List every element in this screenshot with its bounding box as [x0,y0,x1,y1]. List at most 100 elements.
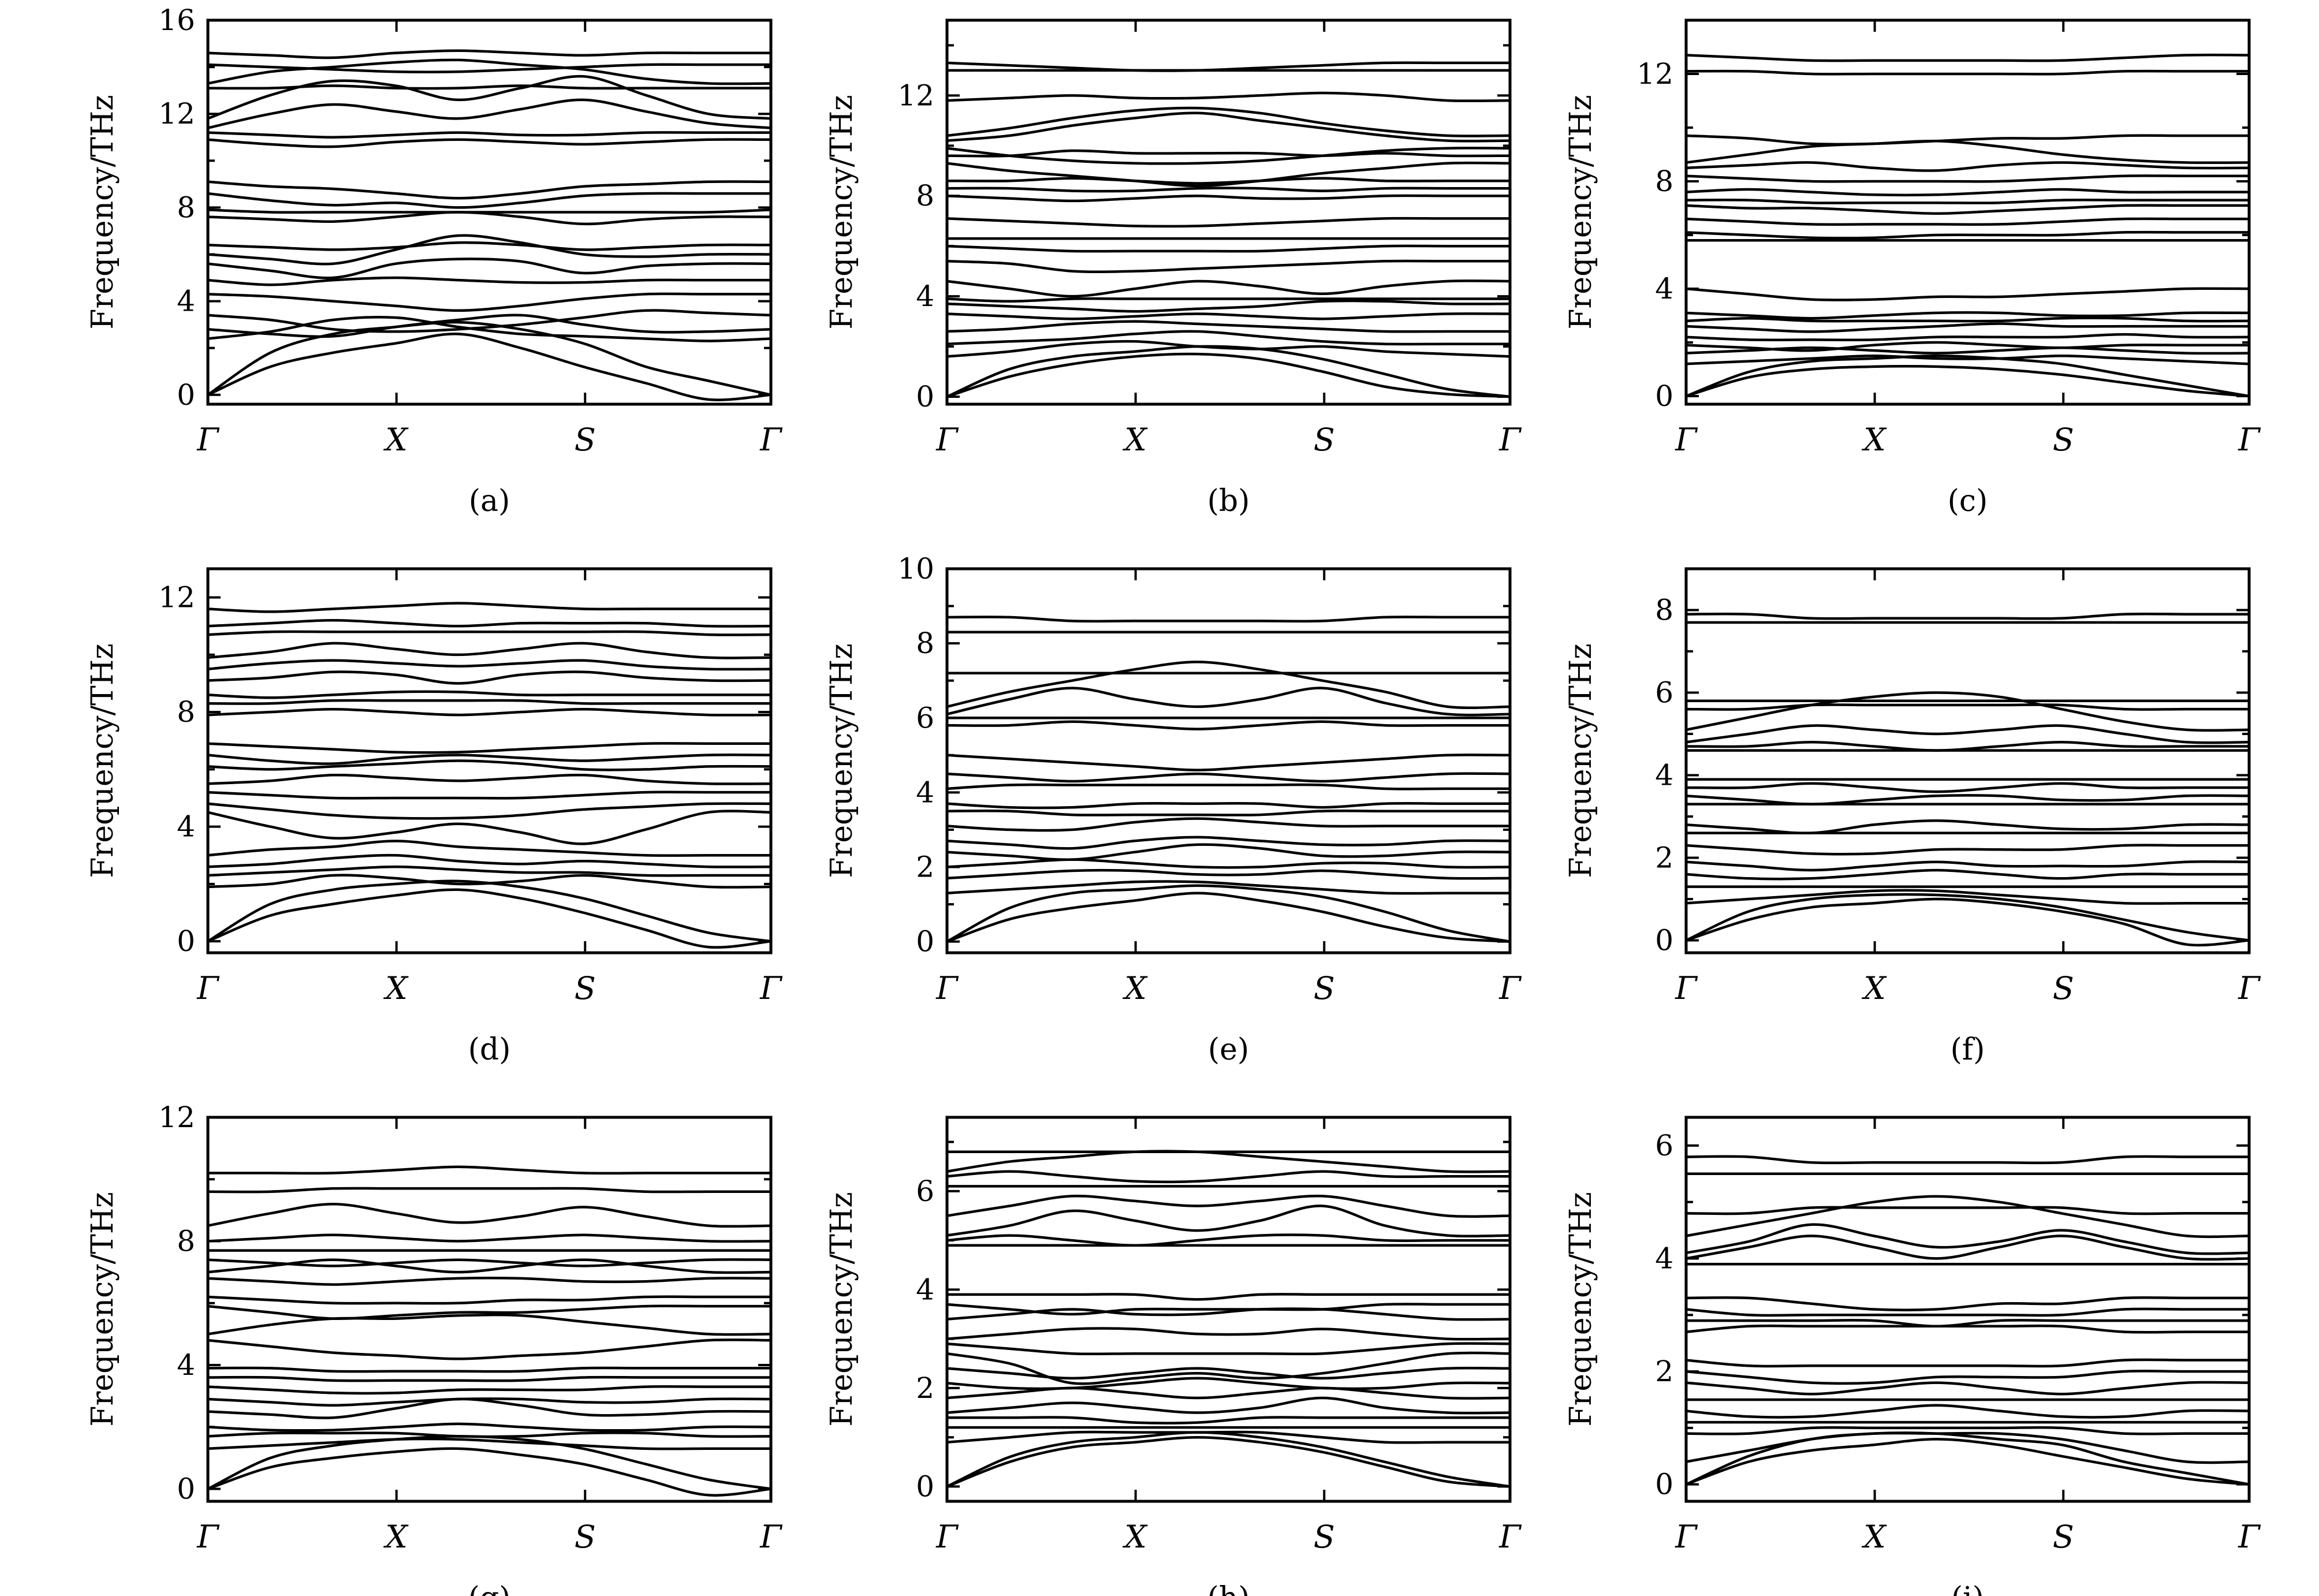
band-line-8 [947,817,1510,832]
y-axis-label: Frequency/THz [85,95,120,329]
band-line-4 [947,330,1510,346]
band-line-5 [208,309,771,333]
plot-frame [945,1116,1512,1503]
y-tick-label: 0 [177,1472,195,1506]
x-tick-label: X [1122,970,1148,1006]
band-line-2 [208,320,771,397]
band-line-4 [947,868,1510,880]
y-tick-label: 6 [1655,676,1673,710]
band-line-18 [1686,1195,2249,1239]
band-line-12 [208,208,771,214]
y-tick-label: 4 [916,1273,934,1306]
band-line-17 [1686,691,2249,732]
panel-caption: (f) [1951,1032,1985,1067]
panel-a: 0 4 8 12 16 Γ X S Γ Frequency/THz (a) [85,3,783,519]
y-tick-label: 4 [1655,759,1673,792]
y-tick-label: 8 [177,695,195,729]
panel-f: 0 2 4 6 8 Γ X S Γ Frequency/THz (f) [1564,567,2261,1067]
x-tick-label: S [2053,1519,2074,1555]
band-line-11 [208,1338,771,1360]
band-line-8 [208,1385,771,1395]
band-line-21 [208,63,771,73]
band-line-5 [1686,341,2249,352]
plot-frame [945,567,1512,954]
band-line-11 [947,244,1510,253]
band-line-3 [947,880,1510,895]
band-line-22 [208,1165,771,1175]
y-tick-label: 6 [916,701,934,734]
x-tick-label: Γ [759,970,783,1006]
plot-frame [1684,567,2251,954]
band-line-17 [1686,174,2249,183]
band-line-13 [1686,217,2249,226]
band-line-6 [947,843,1510,861]
band-line-15 [1686,741,2249,752]
band-line-4 [208,314,771,338]
band-line-17 [947,161,1510,188]
x-tick-label: Γ [759,422,783,458]
band-line-7 [1686,844,2249,856]
x-tick-label: Γ [759,1519,783,1555]
x-tick-label: Γ [1498,422,1522,458]
y-tick-label: 10 [897,552,934,586]
x-tick-label: Γ [2238,1519,2261,1555]
y-tick-label: 4 [177,1348,195,1382]
band-line-14 [1686,1296,2249,1311]
y-axis-label: Frequency/THz [1564,643,1598,878]
band-line-13 [208,1304,771,1320]
y-axis-label: Frequency/THz [825,1192,859,1426]
band-line-22 [208,49,771,59]
band-line-16 [1686,1235,2249,1261]
band-line-6 [1686,1404,2249,1419]
band-line-10 [947,802,1510,810]
y-tick-label: 0 [1655,1468,1673,1501]
band-lines [947,61,1510,398]
band-line-1 [208,333,771,401]
band-line-16 [947,177,1510,185]
band-line-18 [208,659,771,671]
band-line-21 [1686,69,2249,76]
band-lines [1686,53,2249,398]
x-tick-label: S [575,422,596,458]
band-line-6 [208,1397,771,1419]
band-line-16 [208,690,771,699]
band-line-21 [947,1170,1510,1184]
band-line-2 [947,884,1510,943]
y-axis-label: Frequency/THz [85,643,120,878]
panel-c: 0 4 8 12 Γ X S Γ Frequency/THz (c) [1564,18,2261,519]
band-line-15 [947,1293,1510,1301]
x-tick-label: S [1314,422,1335,458]
plot-frame [945,18,1512,406]
y-tick-label: 8 [916,627,934,660]
band-line-3 [208,1437,771,1450]
band-line-7 [947,836,1510,850]
y-tick-label: 6 [916,1174,934,1208]
band-line-6 [208,292,771,312]
panel-e: 0 2 4 6 8 10 Γ X S Γ Frequency/THz (e) [825,552,1522,1067]
panel-caption: (h) [1207,1581,1250,1596]
band-line-6 [1686,860,2249,872]
band-line-5 [947,320,1510,333]
band-line-10 [1686,287,2249,301]
y-tick-label: 12 [158,581,195,614]
band-line-21 [208,1187,771,1194]
band-line-3 [1686,1431,2249,1464]
x-tick-label: X [1861,970,1887,1006]
y-tick-label: 0 [177,378,195,412]
band-line-13 [947,754,1510,771]
y-tick-label: 0 [916,1470,934,1503]
band-line-22 [208,602,771,613]
band-line-17 [947,1233,1510,1247]
band-line-13 [208,742,771,754]
band-line-19 [208,642,771,659]
band-line-20 [1686,134,2249,146]
band-line-1 [947,892,1510,943]
band-line-2 [1686,355,2249,398]
band-line-22 [947,1150,1510,1173]
band-line-15 [1686,198,2249,204]
band-line-24 [947,61,1510,72]
band-line-12 [208,1313,771,1336]
y-tick-label: 0 [1655,924,1673,957]
band-lines [208,602,771,949]
band-line-9 [947,1366,1510,1380]
